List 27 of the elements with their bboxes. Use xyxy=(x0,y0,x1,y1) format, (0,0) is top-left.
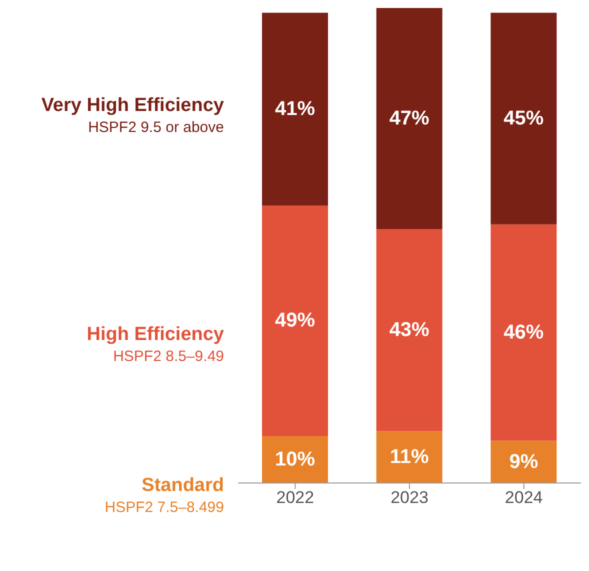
series-label: Standard xyxy=(140,474,224,498)
bar xyxy=(376,8,442,230)
bar xyxy=(262,12,328,206)
data-label: 9% xyxy=(509,450,538,473)
text: HSPF2 9.5 or above xyxy=(87,118,224,138)
text: HSPF2 8.5–9.49 xyxy=(112,347,224,368)
data-label: 46% xyxy=(504,322,544,344)
series-label: Very High Efficiency xyxy=(41,94,224,118)
x-tick-label: 2024 xyxy=(504,488,543,508)
bar xyxy=(376,229,442,432)
data-label: 49% xyxy=(274,310,316,332)
bar xyxy=(262,436,328,483)
data-label: 47% xyxy=(389,108,430,130)
bar xyxy=(376,431,442,483)
bar xyxy=(490,224,557,441)
data-label: 41% xyxy=(274,98,316,120)
text: HSPF2 7.5–8.499 xyxy=(104,498,224,518)
x-tick-label: 2023 xyxy=(390,488,428,508)
series-label: High Efficiency xyxy=(86,323,224,348)
data-label: 10% xyxy=(274,448,316,470)
bar xyxy=(490,440,557,483)
data-label: 11% xyxy=(390,446,430,468)
data-label: 43% xyxy=(389,319,430,342)
bar xyxy=(490,12,557,224)
data-label: 45% xyxy=(504,108,544,130)
x-tick-label: 2022 xyxy=(276,488,314,508)
bar xyxy=(262,206,328,436)
